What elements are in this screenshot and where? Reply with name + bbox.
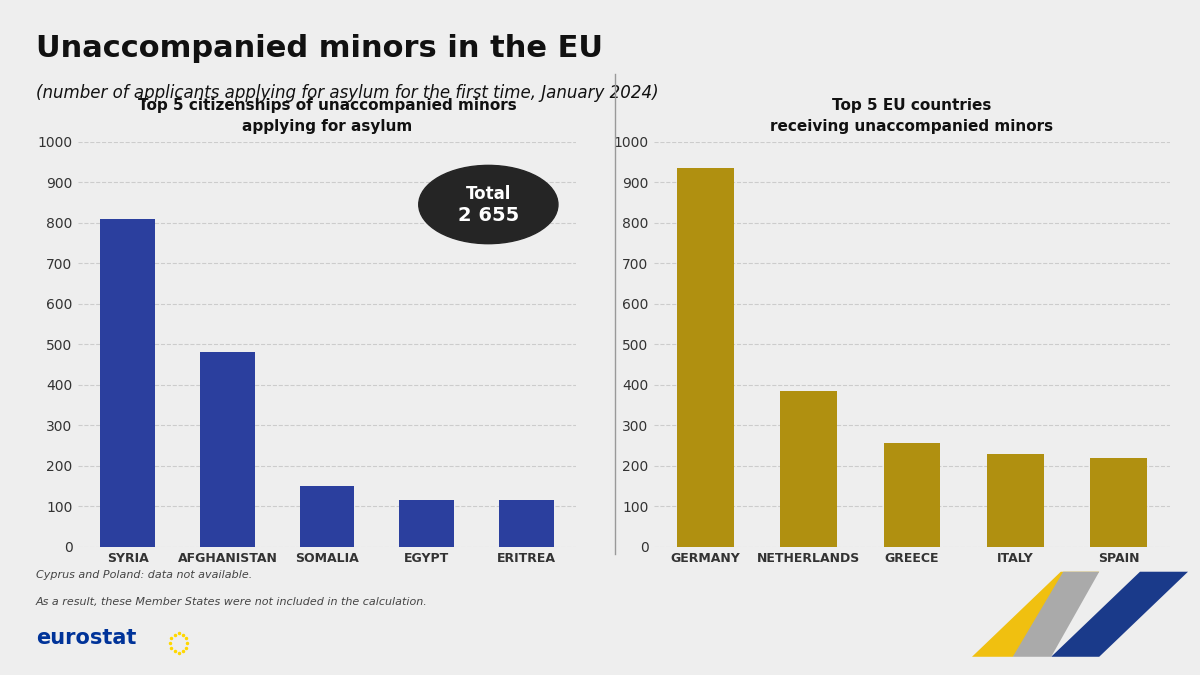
Text: As a result, these Member States were not included in the calculation.: As a result, these Member States were no… xyxy=(36,597,427,608)
Bar xyxy=(499,500,553,547)
Bar xyxy=(1090,458,1147,547)
Text: Unaccompanied minors in the EU: Unaccompanied minors in the EU xyxy=(36,34,604,63)
Polygon shape xyxy=(1051,572,1188,657)
Bar xyxy=(677,168,734,547)
Bar xyxy=(883,443,941,547)
Title: Top 5 citizenships of unaccompanied minors
applying for asylum: Top 5 citizenships of unaccompanied mino… xyxy=(138,98,516,134)
Text: Total: Total xyxy=(466,184,511,202)
Bar xyxy=(101,219,155,547)
Polygon shape xyxy=(1013,572,1099,657)
Bar xyxy=(300,486,354,547)
Bar xyxy=(400,500,454,547)
Text: (number of applicants applying for asylum for the first time, January 2024): (number of applicants applying for asylu… xyxy=(36,84,659,103)
Bar xyxy=(200,352,254,547)
Text: 2 655: 2 655 xyxy=(457,206,518,225)
Polygon shape xyxy=(972,572,1099,657)
Text: eurostat: eurostat xyxy=(36,628,137,648)
Title: Top 5 EU countries
receiving unaccompanied minors: Top 5 EU countries receiving unaccompani… xyxy=(770,98,1054,134)
Text: Cyprus and Poland: data not available.: Cyprus and Poland: data not available. xyxy=(36,570,252,580)
Bar xyxy=(986,454,1044,547)
Bar xyxy=(780,391,838,547)
